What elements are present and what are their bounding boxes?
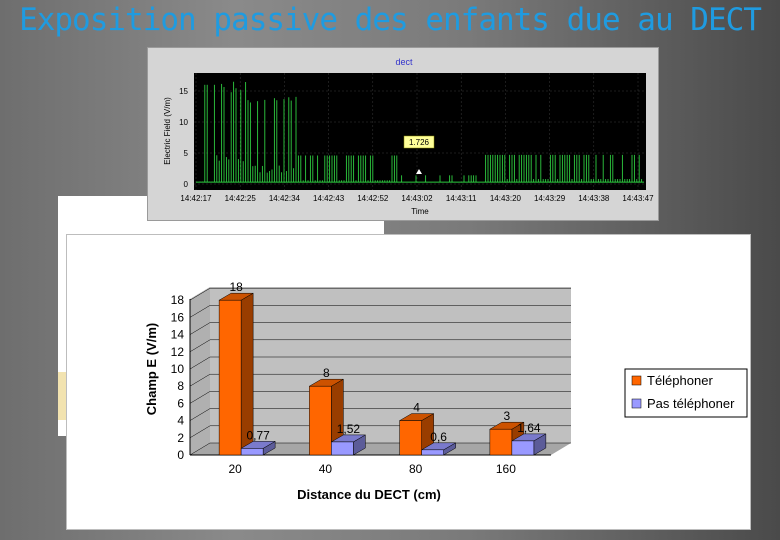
scope-y-tick-label: 0 <box>184 180 189 189</box>
bar-pas-telephoner-front <box>240 448 264 456</box>
bar-pas-telephoner-front <box>511 440 535 456</box>
bar-chart: 0 2 4 6 8 10 12 14 16 18 18 0,77 8 1,52 4 0,6 3 1,64 20 4… <box>144 280 748 502</box>
legend-swatch-pas-telephoner <box>631 398 642 409</box>
plot-back-wall <box>210 287 571 443</box>
scope-x-axis-label: Time <box>411 207 429 216</box>
bar-grid-line <box>189 287 571 301</box>
scope-x-tick-label: 14:43:02 <box>401 194 433 203</box>
scope-annotation: 1.726 <box>403 135 435 174</box>
bar-x-tick-label: 20 <box>228 462 242 476</box>
bar-marks: 18 0,77 8 1,52 4 0,6 3 1,64 <box>218 280 547 456</box>
legend-label-pas-telephoner: Pas téléphoner <box>647 396 735 411</box>
bar-grid-line <box>189 425 571 439</box>
bar-y-tick-label: 10 <box>171 362 185 376</box>
bar-y-tick-label: 18 <box>171 293 185 307</box>
bar-telephoner-front <box>218 299 242 456</box>
bar-telephoner-front <box>309 385 332 456</box>
scope-y-axis-label: Electric Field (V/m) <box>163 97 172 165</box>
scope-x-tick-label: 14:43:38 <box>578 194 610 203</box>
bar-pas-telephoner: 0,77 <box>240 428 277 456</box>
bar-telephoner-data-label: 3 <box>504 409 511 423</box>
bar-telephoner-front <box>489 428 513 456</box>
bar-pas-telephoner-front <box>421 449 444 456</box>
scope-title: dect <box>395 57 413 67</box>
bar-grid <box>189 287 571 456</box>
bar-y-tick-label: 4 <box>177 414 184 428</box>
bar-pas-telephoner: 0,6 <box>420 430 457 456</box>
scope-x-tick-label: 14:42:25 <box>225 194 257 203</box>
bar-grid-line <box>189 305 571 318</box>
scope-annotation-label: 1.726 <box>409 138 430 147</box>
scope-x-tick-label: 14:43:29 <box>534 194 566 203</box>
bar-grid-line <box>189 322 571 335</box>
bar-pas-telephoner-data-label: 1,64 <box>517 421 541 435</box>
bar-pas-telephoner-data-label: 0,77 <box>246 428 270 442</box>
legend-box <box>624 368 748 418</box>
bar-telephoner-data-label: 18 <box>229 280 243 294</box>
bar-telephoner-data-label: 4 <box>413 401 420 415</box>
bar-y-tick-label: 14 <box>171 328 185 342</box>
bar-y-tick-label: 8 <box>177 379 184 393</box>
bar-grid-line <box>189 339 571 353</box>
bar-x-tick-label: 160 <box>496 462 516 476</box>
bar-telephoner: 8 <box>308 366 345 456</box>
scope-plot-area <box>194 73 646 190</box>
bar-telephoner-front <box>399 420 422 456</box>
scope-x-tick-label: 14:42:17 <box>180 194 212 203</box>
scope-y-tick-label: 15 <box>179 87 188 96</box>
scope-x-tick-label: 14:43:11 <box>446 194 477 203</box>
scope-y-ticks: 0 5 10 15 <box>179 87 188 189</box>
bar-pas-telephoner-data-label: 0,6 <box>430 430 447 444</box>
plot-side-wall <box>190 287 210 455</box>
scope-annotation-box <box>403 135 435 149</box>
scope-x-tick-label: 14:42:34 <box>269 194 301 203</box>
bar-grid-line <box>189 373 571 387</box>
bar-grid-line <box>189 356 571 370</box>
bar-telephoner-data-label: 8 <box>323 366 330 380</box>
bar-x-axis-label: Distance du DECT (cm) <box>297 487 441 502</box>
scope-x-tick-label: 14:43:47 <box>622 194 654 203</box>
bar-grid-line <box>189 391 571 404</box>
scope-x-tick-label: 14:42:52 <box>357 194 389 203</box>
bar-x-ticks: 20 40 80 160 <box>228 462 516 476</box>
bar-pas-telephoner-data-label: 1,52 <box>337 422 361 436</box>
legend-swatch-telephoner <box>631 375 642 386</box>
plot-floor <box>190 443 571 455</box>
legend-label-telephoner: Téléphoner <box>647 373 713 388</box>
bar-pas-telephoner: 1,64 <box>510 421 547 456</box>
scope-y-tick-label: 10 <box>179 118 188 127</box>
bar-chart-frame: 0 2 4 6 8 10 12 14 16 18 18 0,77 8 1,52 4 0,6 3 1,64 20 4… <box>66 234 751 530</box>
bar-y-tick-label: 6 <box>177 396 184 410</box>
bar-y-tick-label: 16 <box>171 310 185 324</box>
bar-y-tick-label: 2 <box>177 431 184 445</box>
bar-pas-telephoner-front <box>331 441 354 456</box>
bar-y-tick-label: 12 <box>171 345 185 359</box>
bar-telephoner: 18 <box>218 280 255 456</box>
bar-x-tick-label: 80 <box>409 462 423 476</box>
scope-y-tick-label: 5 <box>184 149 189 158</box>
slide-title: Exposition passive des enfants due au DE… <box>19 2 762 38</box>
bar-y-tick-label: 0 <box>177 448 184 462</box>
legend: Téléphoner Pas téléphoner <box>624 368 748 418</box>
scope-annotation-pointer <box>416 169 422 174</box>
oscilloscope-chart-frame: dect 0 5 10 15 14:42:17 14:42:25 14:42:34 14:4… <box>147 47 659 221</box>
scope-signal <box>196 81 644 183</box>
bar-x-tick-label: 40 <box>319 462 333 476</box>
bar-y-axis-label: Champ E (V/m) <box>144 323 159 415</box>
bar-grid-line <box>189 408 571 421</box>
bar-pas-telephoner: 1,52 <box>330 422 367 456</box>
bar-y-ticks: 0 2 4 6 8 10 12 14 16 18 <box>171 293 185 462</box>
scope-x-ticks: 14:42:17 14:42:25 14:42:34 14:42:43 14:42:52… <box>180 194 654 203</box>
scope-x-tick-label: 14:42:43 <box>313 194 345 203</box>
scope-x-tick-label: 14:43:20 <box>490 194 522 203</box>
